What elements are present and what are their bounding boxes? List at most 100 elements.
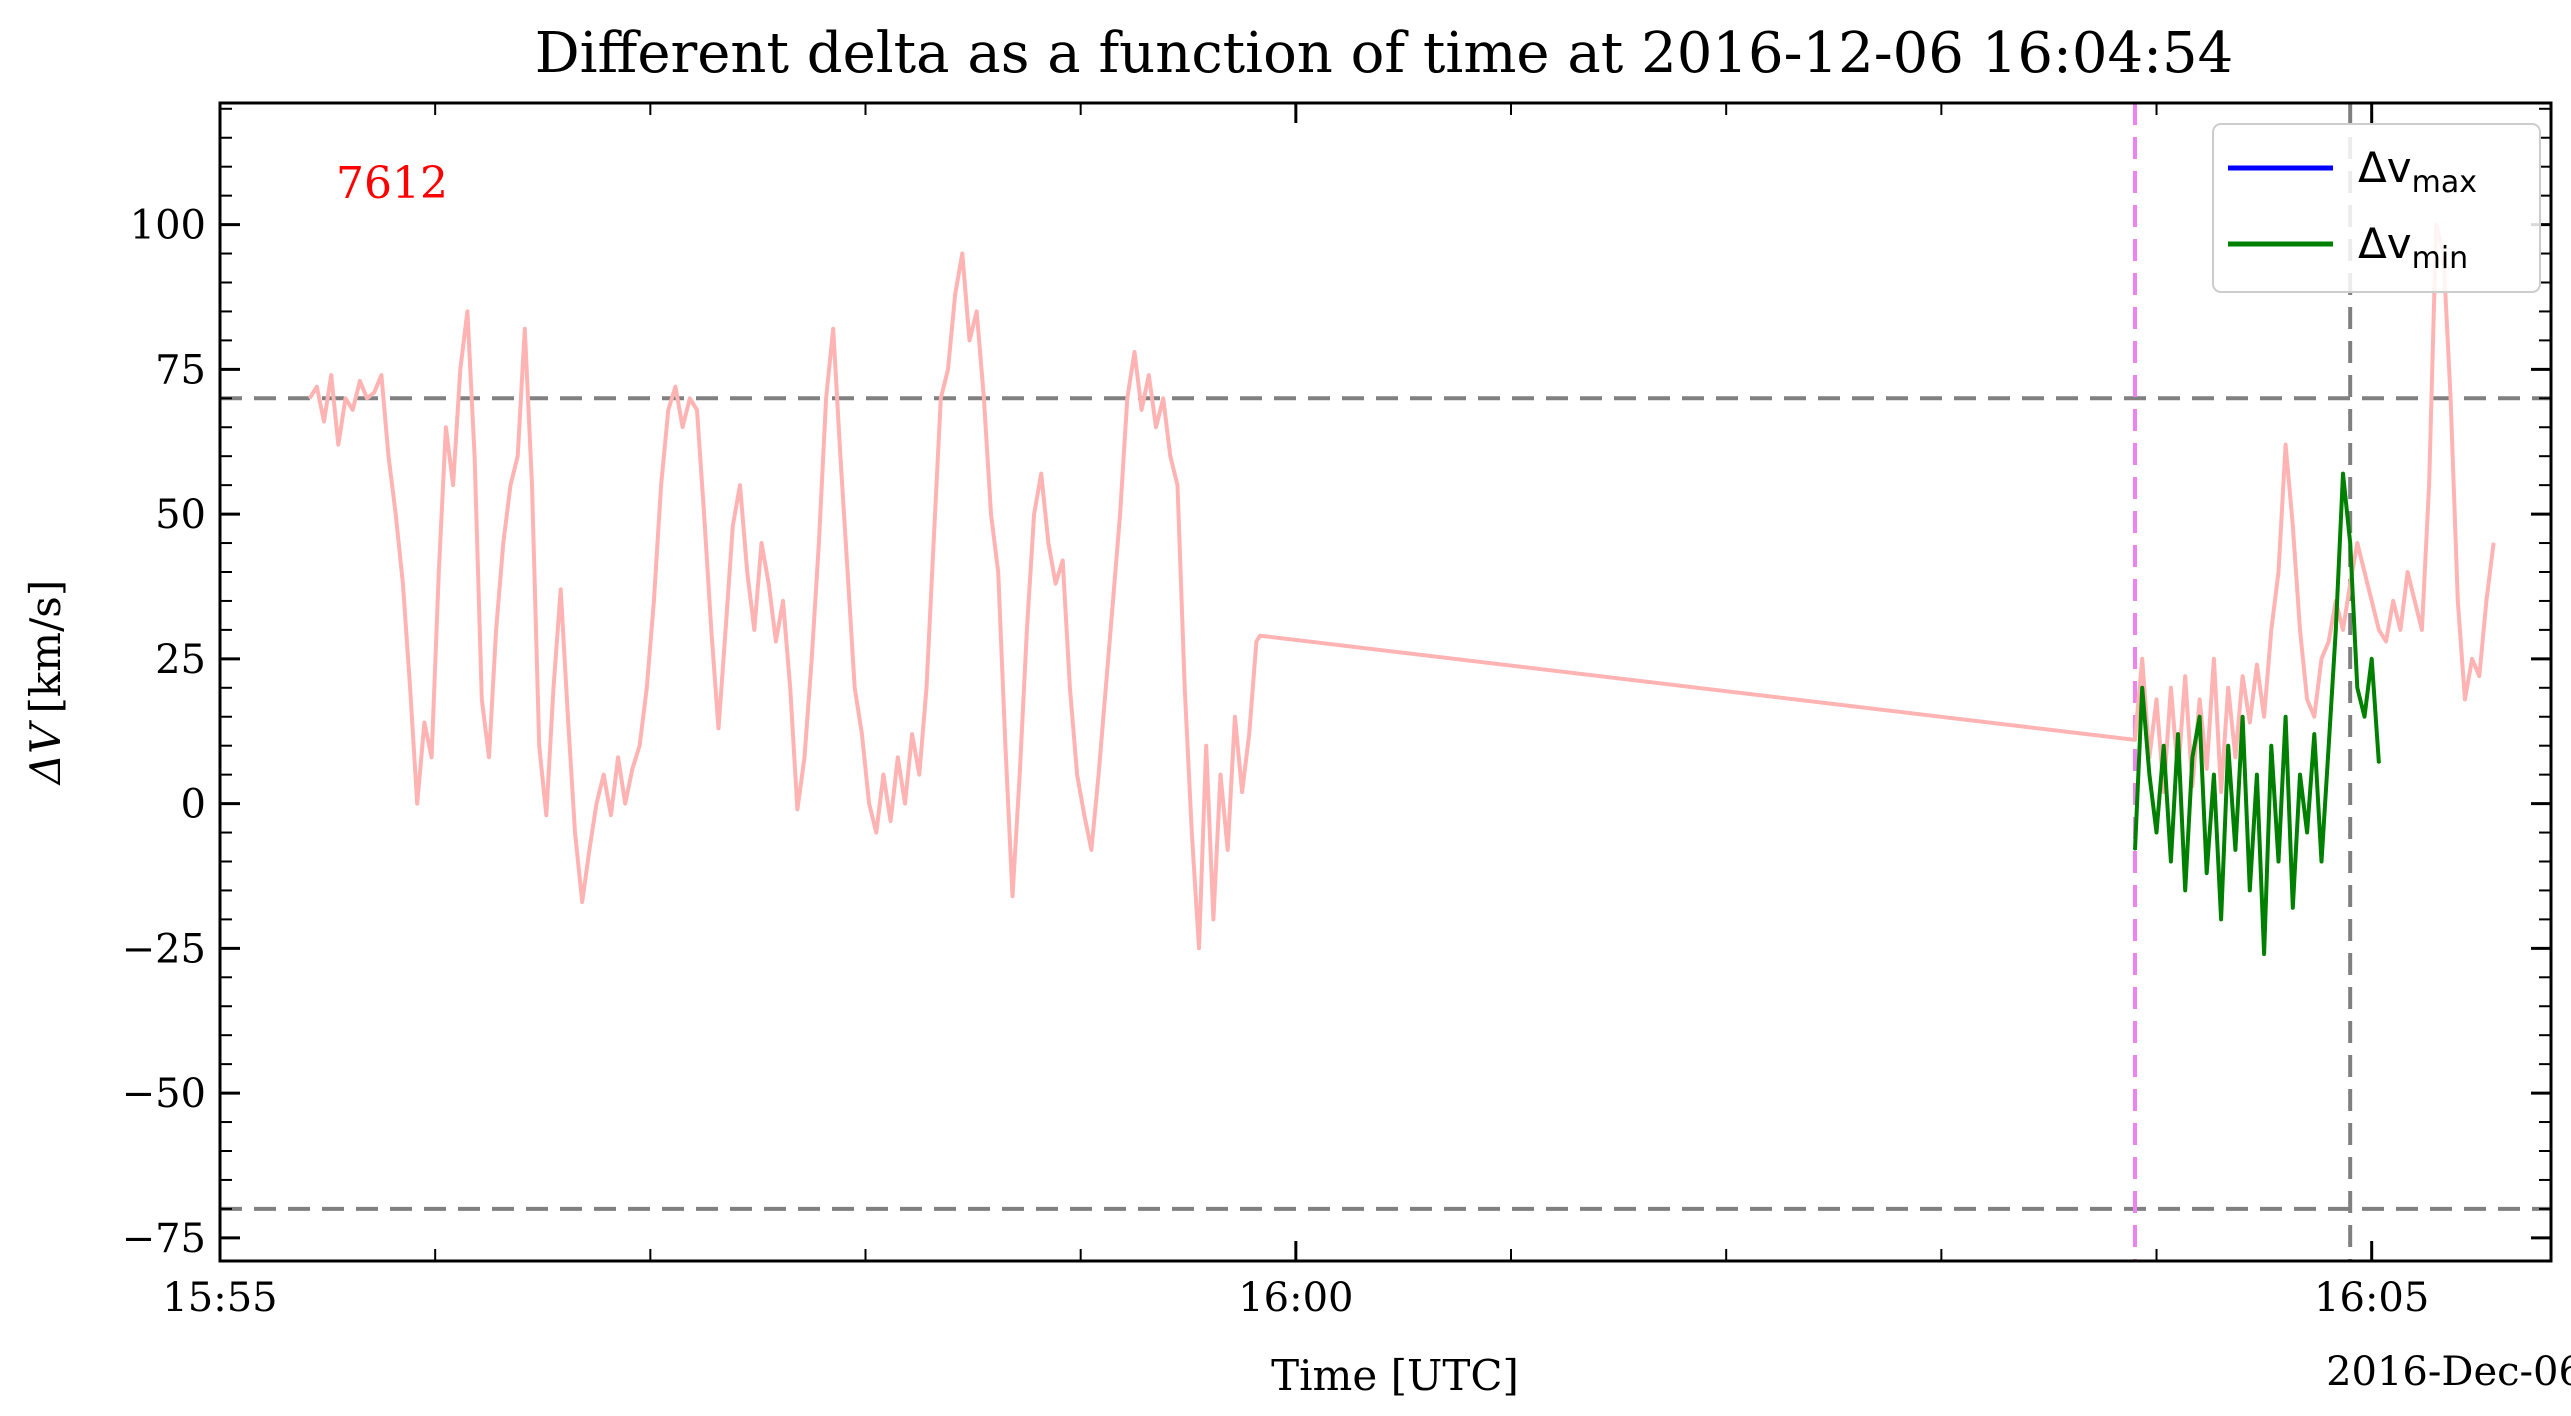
series-0-point-31 [531, 484, 533, 486]
series-1-point-6 [2177, 733, 2179, 735]
legend-label-dvmax: Δvmax [2358, 143, 2477, 200]
series-0-point-155 [2284, 443, 2287, 446]
series-1-point-25 [2313, 733, 2316, 735]
series-0-point-107 [1076, 773, 1078, 776]
series-0-point-128 [1226, 849, 1229, 851]
series-1-point-4 [2162, 744, 2165, 747]
series-0-point-167 [2370, 600, 2373, 602]
series-0-point-23 [473, 455, 476, 458]
series-0-point-157 [2299, 629, 2301, 631]
series-0-point-1 [316, 385, 318, 388]
y-tick-label-4: 25 [155, 637, 206, 683]
legend: Δvmax Δvmin [2212, 123, 2541, 293]
chart-title: Different delta as a function of time at… [535, 21, 2234, 86]
series-1-point-5 [2170, 860, 2172, 863]
series-0-point-71 [818, 542, 820, 544]
legend-label-dvmin: Δvmin [2358, 219, 2468, 276]
series-0-point-3 [330, 374, 333, 376]
series-0-point-181 [2471, 658, 2473, 660]
series-0-point-12 [394, 513, 397, 515]
series-0-point-152 [2263, 715, 2265, 718]
series-0-point-10 [380, 374, 383, 376]
plot-frame [218, 101, 2553, 1263]
series-1-point-14 [2234, 849, 2237, 851]
series-0-point-126 [1212, 918, 1215, 921]
x-tick-label-0: 15:55 [162, 1275, 277, 1321]
event-id-annotation: 7612 [336, 158, 448, 209]
series-1-point-24 [2306, 831, 2308, 834]
series-0-point-46 [638, 744, 641, 747]
series-0-point-60 [739, 484, 741, 486]
series-0-point-110 [1097, 773, 1100, 776]
reference-lines [220, 103, 2551, 1261]
y-tick-label-5: 50 [155, 492, 206, 538]
series-0-point-51 [674, 385, 677, 388]
series-layer [307, 222, 2496, 957]
series-0-point-109 [1090, 849, 1093, 851]
series-0-point-169 [2385, 640, 2387, 643]
y-tick-label-6: 75 [155, 347, 206, 393]
series-0-point-54 [696, 409, 698, 411]
series-0-point-70 [810, 658, 813, 660]
series-0-point-130 [1241, 791, 1243, 793]
series-1-point-30 [2349, 542, 2351, 544]
series-0-point-34 [552, 687, 555, 689]
series-0-point-122 [1183, 687, 1186, 689]
series-0-point-146 [2220, 791, 2222, 793]
series-0-point-148 [2234, 756, 2237, 759]
series-0-point-32 [538, 744, 540, 747]
series-1-point-12 [2220, 918, 2222, 921]
series-0-point-180 [2464, 698, 2466, 701]
series-0-point-57 [717, 727, 720, 730]
series-1-point-21 [2284, 715, 2287, 718]
series-0-point-38 [581, 901, 583, 903]
series-0-point-125 [1205, 744, 1207, 747]
series-0-point-35 [559, 588, 562, 591]
series-0-point-84 [911, 733, 913, 735]
series-0-point-95 [990, 513, 992, 515]
series-0-point-8 [366, 397, 368, 400]
series-0-point-143 [2198, 698, 2201, 701]
series-1-point-7 [2184, 889, 2186, 892]
series-0-point-133 [1259, 634, 1261, 637]
series-0-point-16 [423, 721, 426, 724]
series-0-point-137 [2155, 698, 2158, 701]
series-0-point-149 [2241, 675, 2244, 677]
series-0-point-21 [459, 368, 462, 371]
series-0-point-179 [2457, 600, 2459, 602]
series-0-point-39 [588, 849, 591, 851]
series-0-point-163 [2342, 629, 2344, 631]
series-0-point-154 [2277, 571, 2280, 573]
series-0-point-111 [1105, 687, 1107, 689]
series-0-point-132 [1255, 640, 1258, 643]
series-0-point-20 [452, 484, 454, 486]
series-1-point-15 [2241, 715, 2244, 718]
legend-label-dvmax-sub: max [2412, 165, 2477, 200]
series-0-point-11 [387, 455, 390, 458]
series-0-point-74 [839, 455, 842, 458]
series-0-point-72 [825, 397, 827, 400]
series-0-point-40 [595, 802, 598, 805]
series-1-point-34 [2378, 762, 2380, 764]
series-0-point-69 [803, 756, 806, 759]
series-0-point-6 [351, 409, 354, 411]
series-0-point-53 [689, 397, 691, 400]
series-0-point-141 [2184, 675, 2186, 677]
series-0-point-9 [373, 391, 376, 394]
series-1-point-33 [2370, 658, 2373, 660]
series-0-point-138 [2162, 791, 2165, 793]
series-0-point-58 [724, 629, 727, 631]
series-0-point-113 [1119, 513, 1121, 515]
series-0-point-42 [610, 814, 612, 816]
series-0-point-150 [2249, 721, 2251, 724]
series-0-point-7 [359, 380, 361, 382]
series-1-point-28 [2335, 629, 2337, 631]
series-1-point-22 [2292, 907, 2294, 909]
series-0-point-158 [2306, 698, 2308, 701]
series-0-point-63 [760, 542, 763, 544]
series-0-point-166 [2363, 571, 2366, 573]
series-0-point-118 [1155, 426, 1157, 429]
series-0-point-131 [1248, 733, 1250, 735]
series-0-point-56 [710, 629, 713, 631]
series-0-point-82 [897, 756, 899, 759]
